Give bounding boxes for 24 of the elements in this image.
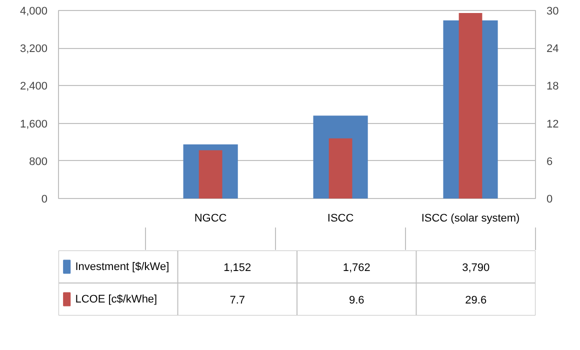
y2-tick-label: 24 (546, 43, 559, 56)
legend-label: Investment [$/kWe] (75, 260, 170, 273)
data-label: 1,762 (342, 262, 370, 274)
data-label: 9.6 (348, 294, 364, 306)
y2-tick-label: 12 (546, 118, 559, 130)
y-tick-label: 3,200 (20, 43, 48, 56)
data-label: 7.7 (230, 294, 246, 306)
y2-tick-label: 6 (546, 156, 553, 168)
y-tick-label: 800 (29, 156, 48, 168)
y-tick-label: 1,600 (20, 118, 48, 130)
y2-tick-label: 30 (546, 6, 559, 18)
y-tick-label: 0 (41, 194, 48, 206)
y-tick-label: 4,000 (20, 6, 48, 18)
x-tick-label: ISCC (327, 212, 354, 224)
data-label: 1,152 (224, 262, 252, 274)
data-label: 3,790 (462, 262, 490, 274)
x-tick-label: NGCC (194, 212, 227, 224)
data-label: 29.6 (465, 294, 487, 306)
y2-tick-label: 0 (546, 194, 553, 206)
y-tick-label: 2,400 (20, 80, 48, 93)
y2-tick-label: 18 (546, 80, 559, 93)
bar (328, 138, 352, 198)
legend-label: LCOE [c$/kWhe] (75, 293, 158, 306)
x-tick-label: ISCC (solar system) (421, 212, 520, 224)
